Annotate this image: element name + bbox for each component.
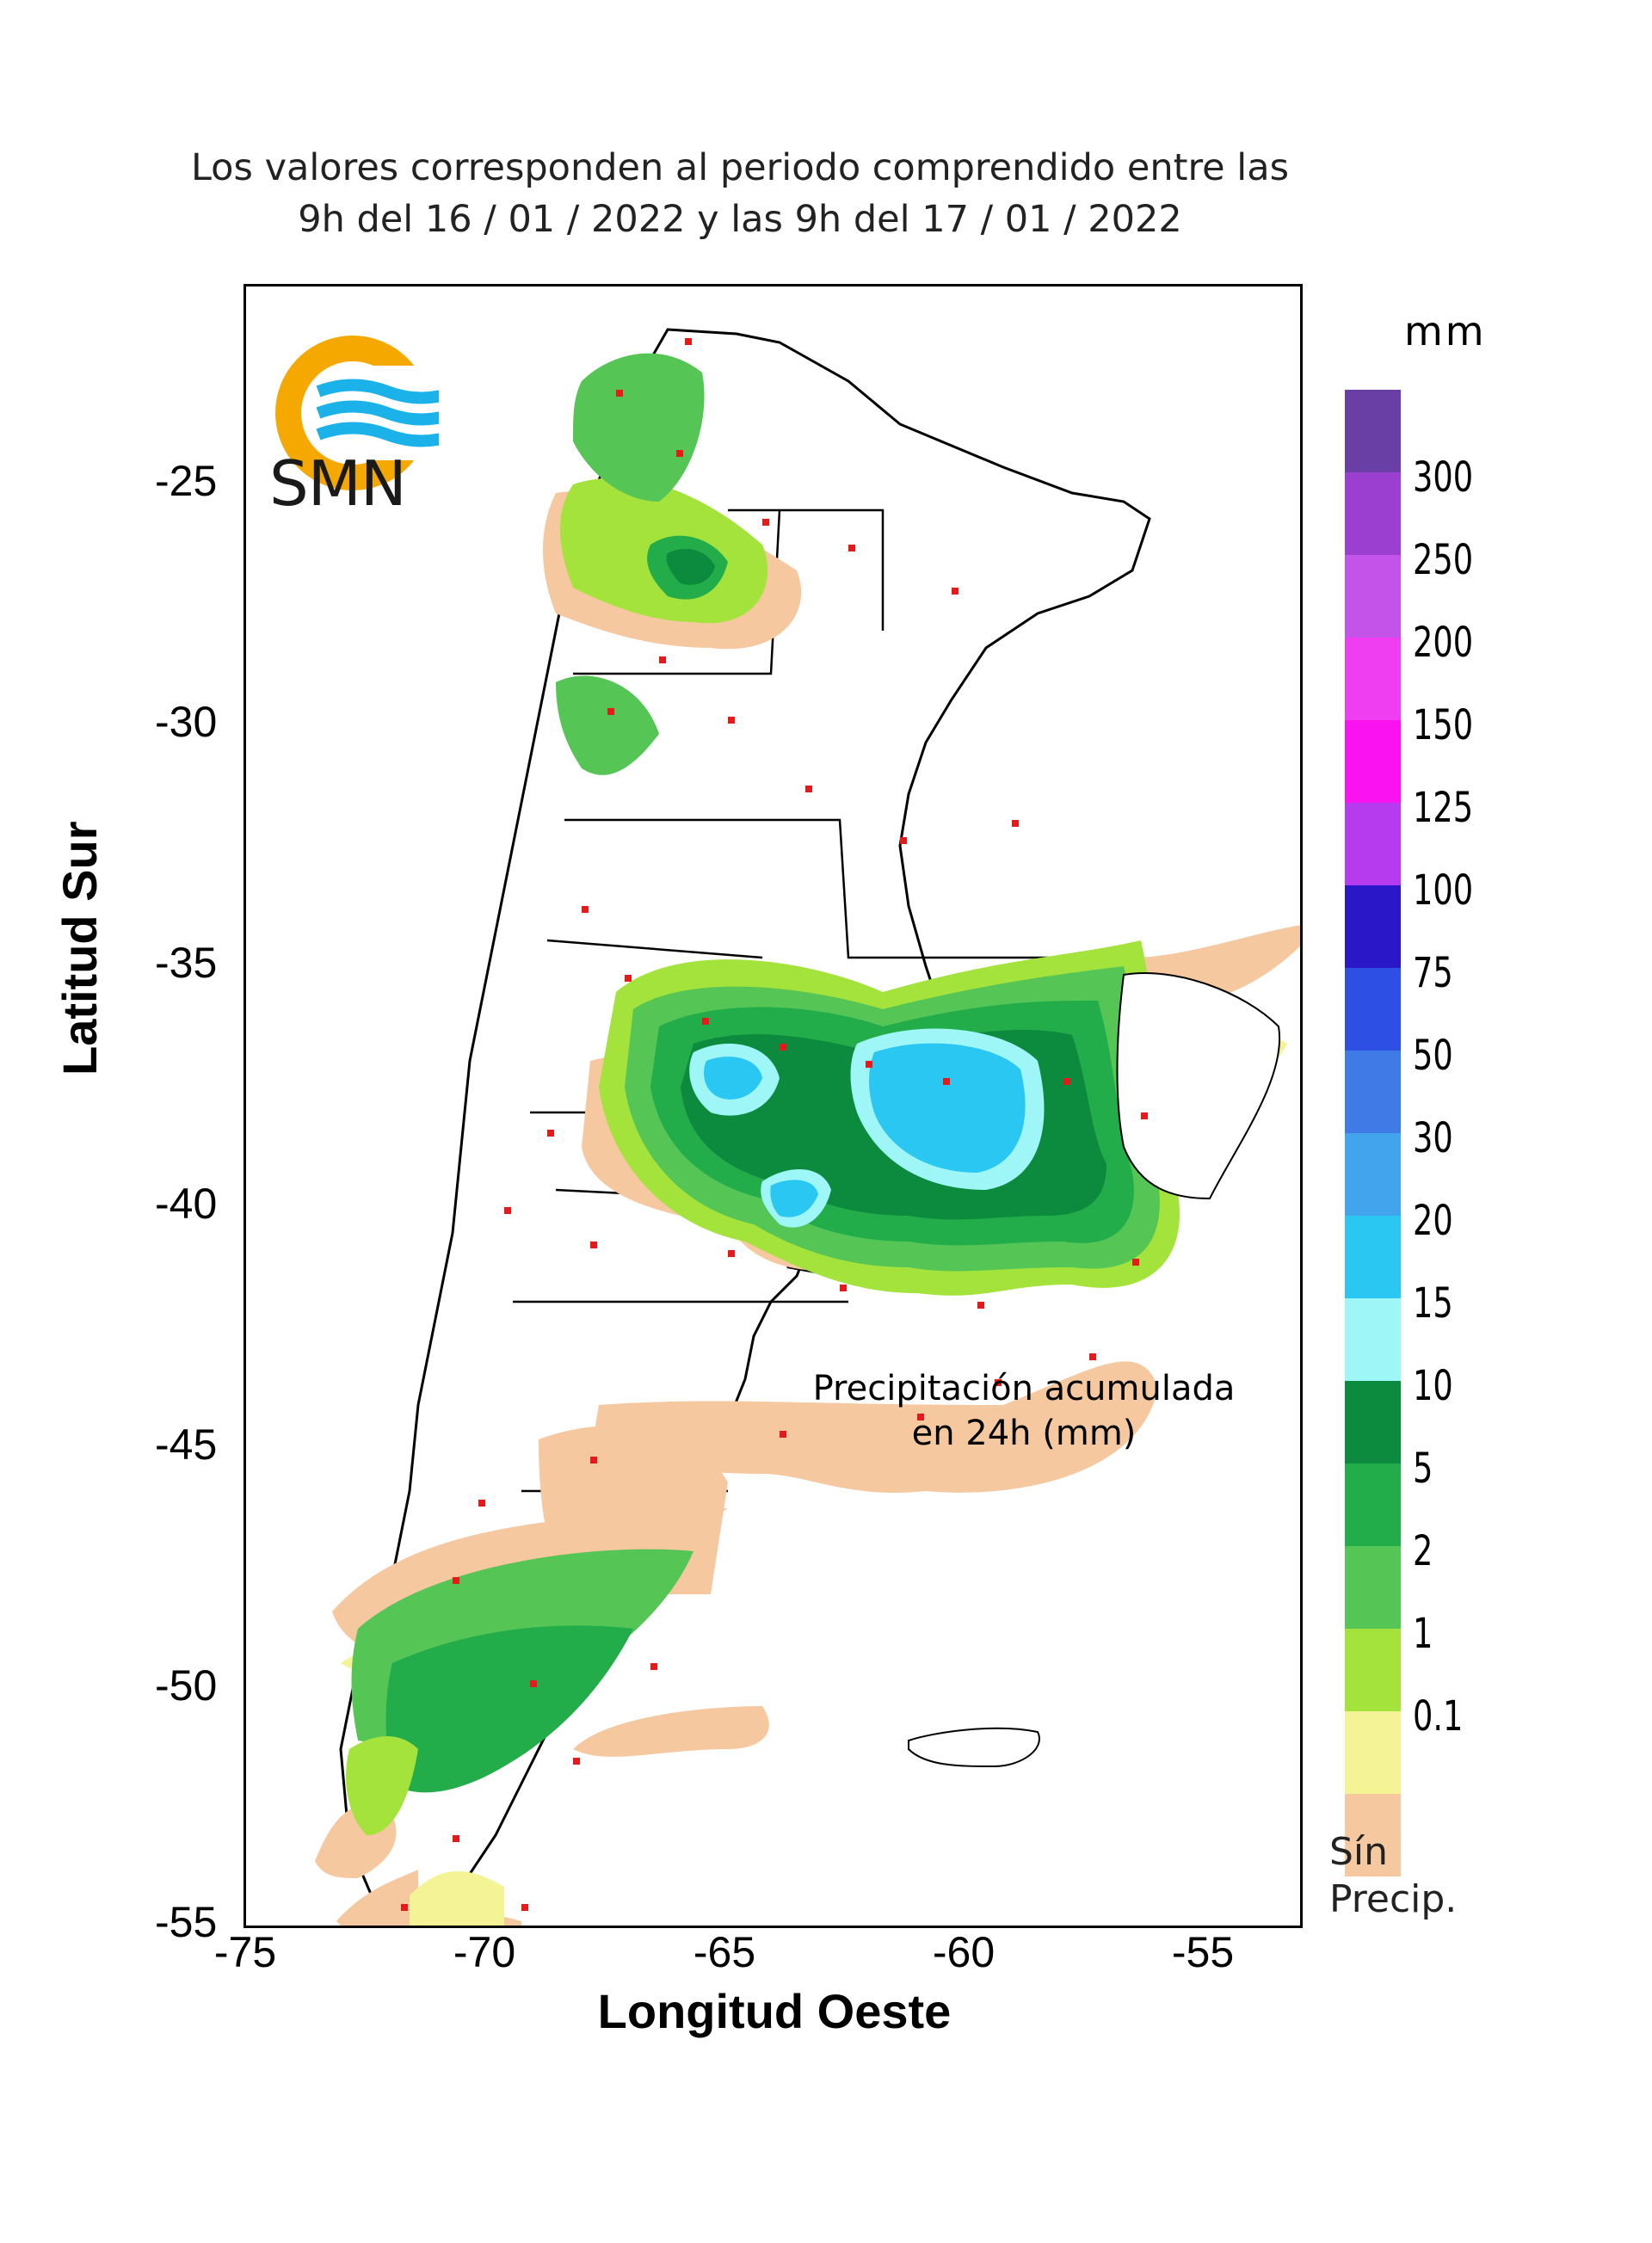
- legend-label: 200: [1413, 619, 1474, 667]
- legend-swatch: [1345, 885, 1401, 968]
- legend-swatch: [1345, 1298, 1401, 1381]
- legend-swatch: [1345, 1629, 1401, 1711]
- legend-no-precip-line-2: Precip.: [1329, 1877, 1458, 1921]
- legend-swatch: [1345, 1546, 1401, 1629]
- legend-label: 75: [1413, 949, 1453, 997]
- legend-swatch: [1345, 555, 1401, 638]
- legend-label: 10: [1413, 1362, 1453, 1410]
- legend-swatch: [1345, 390, 1401, 472]
- map-annotation: Precipitación acumulada en 24h (mm): [809, 1366, 1239, 1456]
- legend-swatch: [1345, 968, 1401, 1051]
- legend-label: 250: [1413, 536, 1474, 584]
- title-line-1: Los valores corresponden al periodo comp…: [190, 146, 1290, 189]
- legend-label: 1: [1413, 1610, 1433, 1658]
- legend-unit: mm: [1404, 308, 1487, 354]
- legend-swatch: [1345, 1381, 1401, 1463]
- xtick-label: -65: [693, 1928, 756, 1976]
- legend-label: 0.1: [1413, 1692, 1464, 1741]
- ytick-label: -25: [155, 457, 218, 505]
- weather-stations: [401, 338, 1148, 1911]
- xtick-label: -70: [453, 1928, 516, 1976]
- legend-swatch: [1345, 1133, 1401, 1216]
- legend-swatch: [1345, 638, 1401, 720]
- ytick-label: -55: [155, 1898, 218, 1946]
- legend-label: 100: [1413, 866, 1474, 915]
- legend-swatch: [1345, 803, 1401, 885]
- legend-label: 20: [1413, 1197, 1453, 1245]
- legend-label: 30: [1413, 1114, 1453, 1162]
- map-area: [243, 284, 1303, 1928]
- malvinas-outline: [908, 1727, 1040, 1768]
- ytick-label: -50: [155, 1661, 218, 1710]
- xtick-label: -75: [213, 1928, 277, 1976]
- legend-label: 50: [1413, 1032, 1453, 1080]
- x-axis-label: Longitud Oeste: [597, 1984, 952, 2038]
- precipitation-map: [315, 328, 1300, 1926]
- legend-swatch: [1345, 1711, 1401, 1794]
- south-rain-zones: [346, 1625, 633, 1835]
- uruguay-outline: [1116, 972, 1281, 1200]
- legend-swatch: [1345, 1216, 1401, 1298]
- legend-label: 150: [1413, 701, 1474, 749]
- title-line-2: 9h del 16 / 01 / 2022 y las 9h del 17 / …: [298, 198, 1182, 241]
- legend-label: 300: [1413, 453, 1474, 502]
- legend-swatch: [1345, 720, 1401, 803]
- annotation-line-2: en 24h (mm): [911, 1414, 1137, 1453]
- legend-no-precip-line-1: Sín: [1329, 1830, 1389, 1874]
- legend-no-precip: Sín Precip.: [1329, 1828, 1457, 1923]
- ytick-label: -35: [155, 939, 218, 987]
- annotation-line-1: Precipitación acumulada: [812, 1369, 1236, 1408]
- legend-swatch: [1345, 1051, 1401, 1133]
- ytick-label: -45: [155, 1420, 218, 1469]
- xtick-label: -60: [932, 1928, 996, 1976]
- legend-label: 5: [1413, 1445, 1433, 1493]
- xtick-label: -55: [1171, 1928, 1235, 1976]
- legend-swatch: [1345, 1794, 1401, 1876]
- legend-label: 125: [1413, 784, 1474, 832]
- y-axis-label: Latitud Sur: [52, 821, 107, 1075]
- ytick-label: -40: [155, 1180, 218, 1228]
- logo-text: SMN: [269, 447, 407, 520]
- legend-label: 15: [1413, 1279, 1453, 1328]
- legend-color-bar: [1345, 390, 1401, 1876]
- legend-label: 2: [1413, 1527, 1433, 1575]
- legend-swatch: [1345, 472, 1401, 555]
- legend-swatch: [1345, 1463, 1401, 1546]
- north-rain-zones: [543, 353, 802, 650]
- ytick-label: -30: [155, 698, 218, 746]
- smn-logo-icon: [275, 336, 439, 490]
- heavy-rain-zones: [599, 940, 1180, 1296]
